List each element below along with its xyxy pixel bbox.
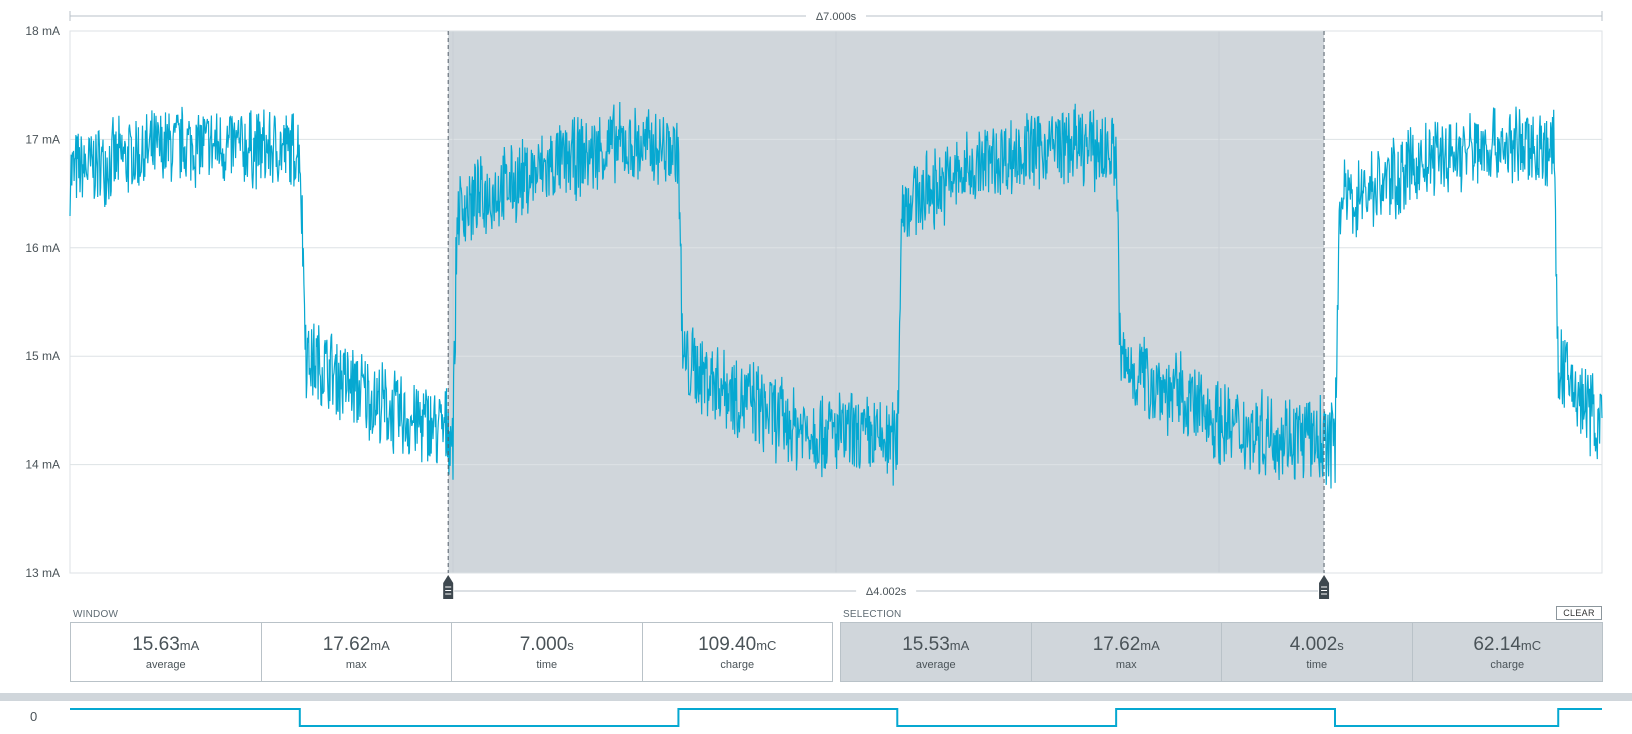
selection-time: 4.002s time — [1222, 623, 1413, 681]
window-max: 17.62mA max — [262, 623, 452, 681]
digital-channel-trace — [70, 708, 1602, 727]
selection-label: SELECTION — [843, 609, 902, 620]
window-stats: 15.63mA average 17.62mA max 7.000s time … — [70, 622, 833, 682]
y-tick-label: 17 mA — [25, 132, 60, 146]
y-tick-label: 16 mA — [25, 241, 60, 255]
plot-frame — [69, 30, 1603, 574]
selection-average: 15.53mA average — [841, 623, 1032, 681]
current-trace — [69, 101, 1603, 489]
current-chart[interactable]: 18 mA 17 mA 16 mA 15 mA 14 mA 13 mA Δ7.000s Δ4.… — [0, 0, 1632, 600]
selection-delta-label: Δ4.002s — [866, 586, 907, 598]
y-tick-label: 15 mA — [25, 349, 60, 363]
y-tick-label: 18 mA — [25, 24, 60, 38]
selection-stats: 15.53mA average 17.62mA max 4.002s time … — [840, 622, 1603, 682]
digital-signal-line — [70, 708, 1602, 727]
y-tick-label: 13 mA — [25, 566, 60, 580]
window-delta-bg — [806, 9, 866, 23]
selection-region — [448, 31, 1325, 573]
selection-max: 17.62mA max — [1032, 623, 1222, 681]
selection-charge: 62.14mC charge — [1473, 633, 1542, 671]
window-charge: 109.40mC charge — [698, 633, 777, 671]
window-delta-label: Δ7.000s — [816, 11, 857, 23]
clear-selection-button[interactable]: CLEAR — [1556, 606, 1602, 620]
window-time: 7.000s time — [452, 623, 643, 681]
y-tick-label: 14 mA — [25, 458, 60, 472]
selection-delta-bg — [856, 584, 917, 598]
panel-divider[interactable] — [0, 693, 1632, 701]
window-average: 15.63mA average — [71, 623, 262, 681]
digital-channel-label: 0 — [30, 709, 38, 724]
window-label: WINDOW — [73, 609, 119, 620]
